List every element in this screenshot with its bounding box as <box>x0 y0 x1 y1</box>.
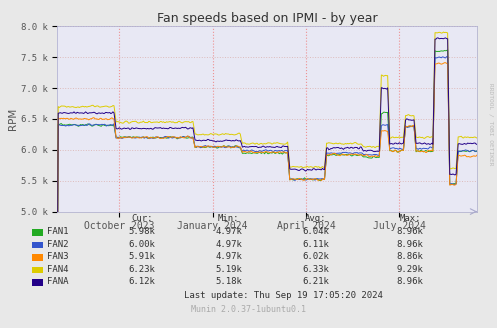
Text: 8.96k: 8.96k <box>397 277 423 286</box>
Text: 5.98k: 5.98k <box>128 227 155 236</box>
Text: 8.96k: 8.96k <box>397 227 423 236</box>
Text: RRDTOOL / TOBI OETIKER: RRDTOOL / TOBI OETIKER <box>489 83 494 166</box>
Text: 6.02k: 6.02k <box>302 252 329 261</box>
Text: FANA: FANA <box>47 277 68 286</box>
Text: Min:: Min: <box>218 215 240 223</box>
Text: 6.04k: 6.04k <box>302 227 329 236</box>
Text: 6.21k: 6.21k <box>302 277 329 286</box>
Text: Avg:: Avg: <box>305 215 327 223</box>
Text: 6.00k: 6.00k <box>128 240 155 249</box>
Text: 6.33k: 6.33k <box>302 265 329 274</box>
Text: 5.18k: 5.18k <box>215 277 242 286</box>
Text: 5.19k: 5.19k <box>215 265 242 274</box>
Text: Cur:: Cur: <box>131 215 153 223</box>
Text: Munin 2.0.37-1ubuntu0.1: Munin 2.0.37-1ubuntu0.1 <box>191 305 306 315</box>
Text: 9.29k: 9.29k <box>397 265 423 274</box>
Text: FAN1: FAN1 <box>47 227 68 236</box>
Y-axis label: RPM: RPM <box>8 108 18 130</box>
Text: 4.97k: 4.97k <box>215 227 242 236</box>
Text: 4.97k: 4.97k <box>215 240 242 249</box>
Text: 6.23k: 6.23k <box>128 265 155 274</box>
Text: FAN2: FAN2 <box>47 240 68 249</box>
Text: 6.11k: 6.11k <box>302 240 329 249</box>
Text: Max:: Max: <box>399 215 421 223</box>
Text: 8.86k: 8.86k <box>397 252 423 261</box>
Title: Fan speeds based on IPMI - by year: Fan speeds based on IPMI - by year <box>157 12 377 25</box>
Text: 6.12k: 6.12k <box>128 277 155 286</box>
Text: FAN4: FAN4 <box>47 265 68 274</box>
Text: Last update: Thu Sep 19 17:05:20 2024: Last update: Thu Sep 19 17:05:20 2024 <box>184 291 383 300</box>
Text: 5.91k: 5.91k <box>128 252 155 261</box>
Text: 4.97k: 4.97k <box>215 252 242 261</box>
Text: 8.96k: 8.96k <box>397 240 423 249</box>
Text: FAN3: FAN3 <box>47 252 68 261</box>
